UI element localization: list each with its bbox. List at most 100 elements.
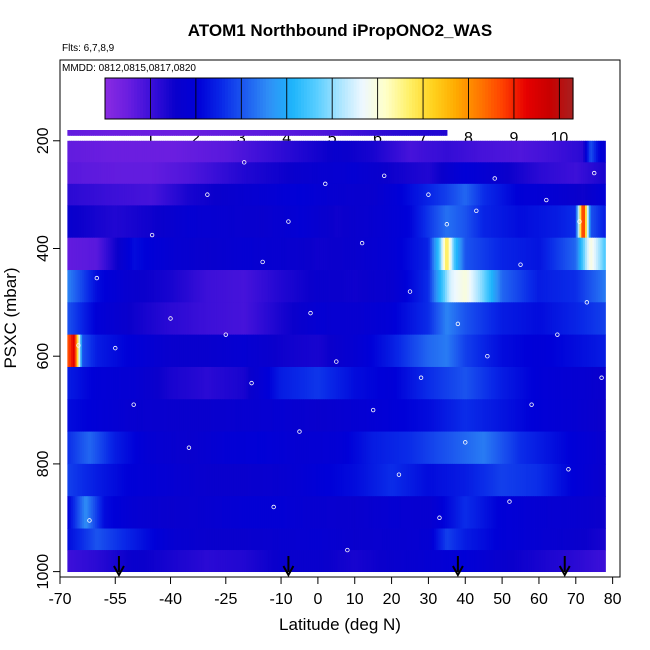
heatmap-cell <box>538 528 542 551</box>
heatmap-cell <box>185 302 188 336</box>
heatmap-cell <box>474 496 477 529</box>
heatmap-cell <box>410 431 413 465</box>
heatmap-cell <box>305 550 308 573</box>
heatmap-cell <box>316 205 319 239</box>
heatmap-cell <box>258 366 262 400</box>
heatmap-cell <box>111 463 115 497</box>
heatmap-cell <box>577 302 581 336</box>
heatmap-cell <box>564 550 568 573</box>
heatmap-cell <box>441 270 444 303</box>
heatmap-cell <box>572 496 575 529</box>
heatmap-cell <box>249 140 253 163</box>
heatmap-cell <box>126 162 129 185</box>
heatmap-cell <box>133 496 137 529</box>
heatmap-cell <box>382 130 385 136</box>
heatmap-cell <box>557 302 560 336</box>
heatmap-cell <box>321 496 325 529</box>
heatmap-cell <box>174 162 177 185</box>
heatmap-cell <box>190 162 194 185</box>
heatmap-cell <box>419 140 422 163</box>
sample-point <box>518 262 523 267</box>
heatmap-cell <box>192 463 196 497</box>
heatmap-cell <box>196 237 199 271</box>
heatmap-cell <box>142 550 146 573</box>
heatmap-cell <box>69 237 72 271</box>
heatmap-cell <box>538 399 542 432</box>
heatmap-cell <box>111 528 115 551</box>
heatmap-cell <box>336 302 339 336</box>
heatmap-cell <box>183 528 186 551</box>
heatmap-cell <box>459 270 463 303</box>
heatmap-cell <box>428 431 431 465</box>
heatmap-cell <box>483 399 487 432</box>
colorbar-segment <box>438 78 442 119</box>
heatmap-cell <box>253 302 256 336</box>
heatmap-cell <box>190 205 194 239</box>
heatmap-cell <box>126 550 129 573</box>
heatmap-cell <box>400 496 404 529</box>
heatmap-cell <box>454 550 457 573</box>
heatmap-cell <box>106 302 109 336</box>
heatmap-cell <box>474 140 477 163</box>
heatmap-cell <box>535 183 538 206</box>
heatmap-cell <box>95 463 98 497</box>
heatmap-cell <box>124 528 127 551</box>
heatmap-cell <box>573 162 577 185</box>
heatmap-cell <box>341 130 345 136</box>
heatmap-cell <box>351 140 354 163</box>
heatmap-cell <box>408 496 411 529</box>
heatmap-cell <box>419 431 422 465</box>
sample-point <box>418 375 424 380</box>
heatmap-cell <box>365 528 369 551</box>
heatmap-cell <box>190 270 194 303</box>
heatmap-cell <box>106 140 109 163</box>
heatmap-cell <box>196 183 199 206</box>
heatmap-cell <box>109 130 113 136</box>
heatmap-cell <box>236 550 240 573</box>
heatmap-cell <box>537 162 540 185</box>
heatmap-cell <box>174 528 177 551</box>
heatmap-cell <box>443 334 446 368</box>
heatmap-cell <box>360 140 363 163</box>
heatmap-cell <box>424 183 428 206</box>
heatmap-cell <box>235 463 238 497</box>
heatmap-cell <box>544 431 547 465</box>
heatmap-cell <box>562 302 566 336</box>
heatmap-cell <box>579 270 582 303</box>
heatmap-cell <box>100 302 103 336</box>
heatmap-cell <box>85 463 89 497</box>
heatmap-cell <box>212 550 216 573</box>
heatmap-cell <box>201 205 205 239</box>
heatmap-cell <box>314 463 317 497</box>
heatmap-cell <box>135 162 138 185</box>
heatmap-cell <box>387 270 391 303</box>
heatmap-cell <box>452 431 455 465</box>
heatmap-cell <box>533 205 536 239</box>
heatmap-cell <box>305 463 308 497</box>
heatmap-cell <box>183 237 186 271</box>
heatmap-cell <box>82 496 85 529</box>
heatmap-cell <box>596 270 599 303</box>
heatmap-cell <box>282 140 286 163</box>
heatmap-cell <box>325 550 328 573</box>
colorbar-segment <box>277 78 282 119</box>
heatmap-cell <box>96 334 100 368</box>
heatmap-cell <box>153 550 157 573</box>
heatmap-cell <box>139 130 142 136</box>
heatmap-cell <box>371 528 374 551</box>
heatmap-cell <box>356 162 360 185</box>
heatmap-cell <box>387 399 391 432</box>
colorbar-segment <box>207 78 211 119</box>
heatmap-cell <box>345 463 348 497</box>
heatmap-cell <box>150 270 153 303</box>
x-axis: -70 -55 -40 -25 -10 0 10 20 30 40 50 60 70 80 <box>48 577 622 608</box>
heatmap-cell <box>369 130 372 136</box>
heatmap-cell <box>85 334 89 368</box>
heatmap-cell <box>141 302 144 336</box>
heatmap-cell <box>559 366 562 400</box>
heatmap-cell <box>551 183 555 206</box>
heatmap-cell <box>511 140 514 163</box>
heatmap-cell <box>141 140 144 163</box>
heatmap-cell <box>526 140 529 163</box>
heatmap-cell <box>360 183 363 206</box>
